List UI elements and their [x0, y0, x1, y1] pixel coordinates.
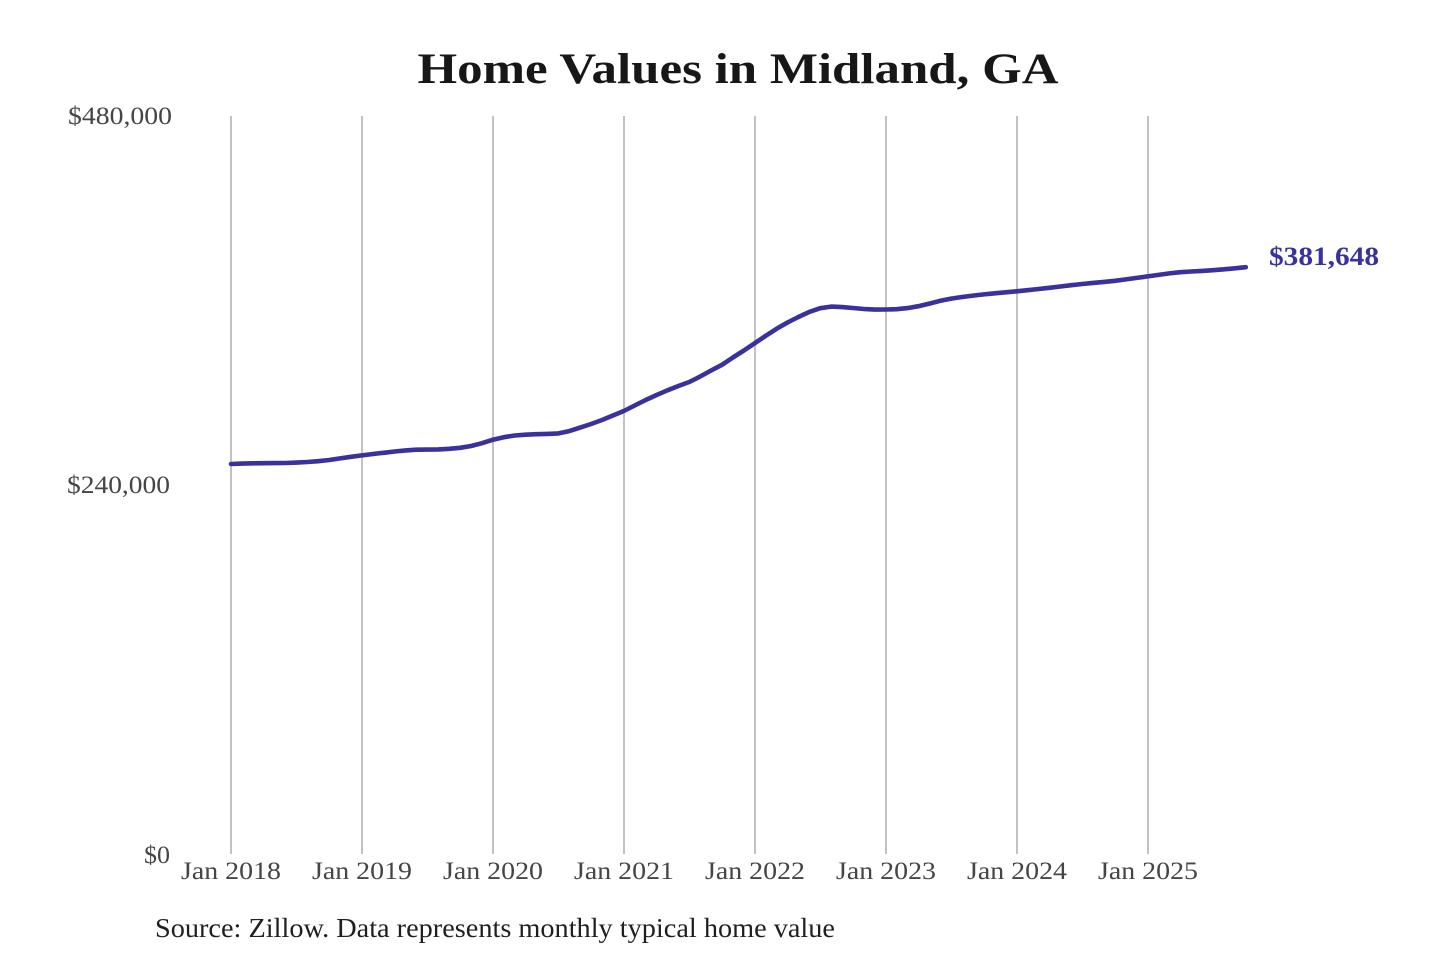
svg-text:Jan 2022: Jan 2022 [705, 858, 805, 885]
svg-text:Source: Zillow. Data represent: Source: Zillow. Data represents monthly … [155, 913, 835, 943]
svg-text:Jan 2020: Jan 2020 [443, 858, 543, 885]
svg-text:Jan 2019: Jan 2019 [312, 858, 412, 885]
svg-text:$240,000: $240,000 [67, 472, 170, 499]
svg-text:Jan 2018: Jan 2018 [181, 858, 281, 885]
svg-text:$480,000: $480,000 [68, 103, 172, 130]
svg-text:Home Values in Midland, GA: Home Values in Midland, GA [418, 46, 1059, 93]
svg-text:$381,648: $381,648 [1269, 242, 1379, 271]
svg-text:Jan 2025: Jan 2025 [1098, 858, 1198, 885]
svg-text:Jan 2023: Jan 2023 [836, 858, 936, 885]
svg-text:Jan 2021: Jan 2021 [574, 858, 674, 885]
svg-text:$0: $0 [144, 842, 170, 869]
svg-text:Jan 2024: Jan 2024 [967, 858, 1068, 885]
